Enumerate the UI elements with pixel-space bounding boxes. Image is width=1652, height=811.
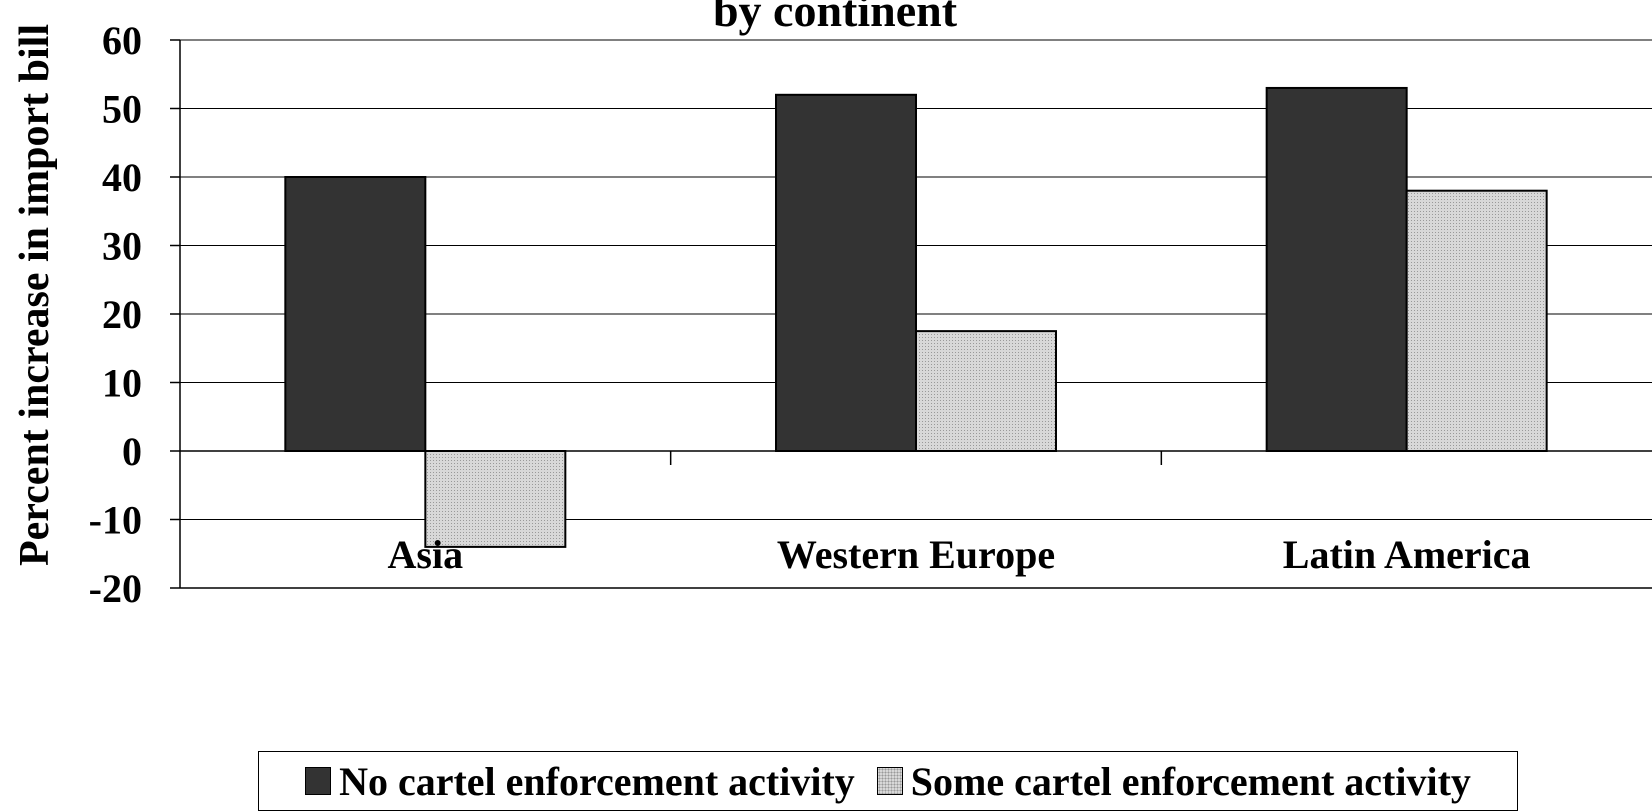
bar-latin-america-series-1: [1265, 86, 1408, 452]
x-tick-label: Asia: [388, 532, 464, 577]
y-tick-label: 40: [102, 155, 142, 200]
legend-item-some-enforcement: Some cartel enforcement activity: [876, 758, 1471, 805]
y-tick-labels: 60 50 40 30 20 10 0 -10 -20: [89, 18, 142, 611]
legend-item-no-enforcement: No cartel enforcement activity: [305, 758, 855, 805]
y-tick-label: 30: [102, 224, 142, 269]
legend-label-some-enforcement: Some cartel enforcement activity: [910, 758, 1471, 804]
y-axis-label: Percent increase in import bill: [12, 24, 58, 566]
x-tick-label: Western Europe: [777, 532, 1055, 577]
y-tick-label: 60: [102, 18, 142, 63]
axes: [179, 40, 1652, 589]
legend-label-no-enforcement: No cartel enforcement activity: [339, 758, 855, 804]
bar-asia-series-2: [424, 450, 567, 548]
y-tick-label: 0: [122, 429, 142, 474]
legend-swatch-light: [876, 767, 903, 795]
legend: No cartel enforcement activity Some cart…: [258, 751, 1518, 811]
bar-asia-series-1: [284, 176, 427, 452]
y-tick-label: -10: [89, 498, 142, 543]
y-tick-label: 20: [102, 292, 142, 337]
x-tick-label: Latin America: [1283, 532, 1531, 577]
bar-western-europe-series-1: [775, 93, 917, 453]
y-tick-label: -20: [89, 566, 142, 611]
y-tick-label: 10: [102, 361, 142, 406]
legend-swatch-dark: [305, 767, 332, 795]
bar-latin-america-series-2: [1405, 189, 1548, 452]
x-tick-labels: Asia Western Europe Latin America: [388, 532, 1531, 577]
y-tick-label: 50: [102, 87, 142, 132]
bars: [284, 86, 1548, 548]
bar-western-europe-series-2: [915, 330, 1057, 452]
chart-title: by continent: [713, 0, 958, 36]
